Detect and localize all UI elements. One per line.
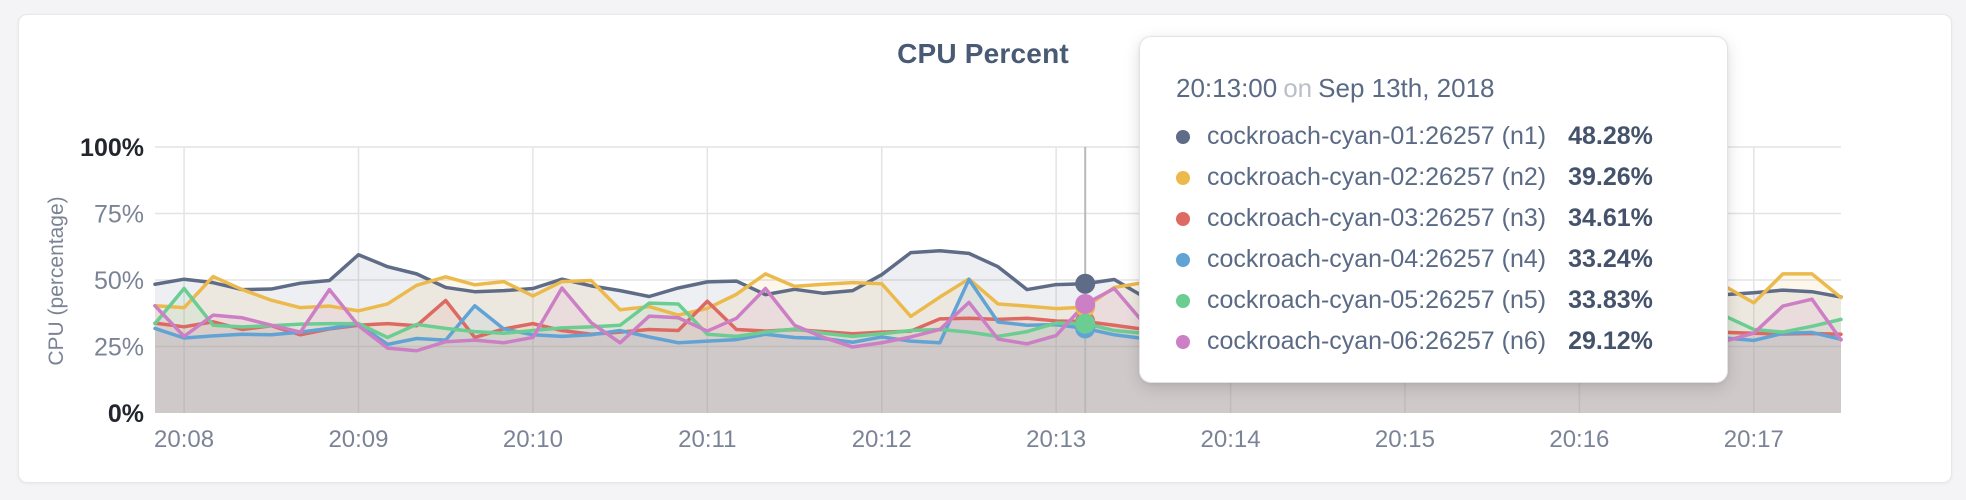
tooltip-row: cockroach-cyan-06:26257 (n6) 29.12%	[1176, 321, 1687, 362]
tooltip-timestamp: 20:13:00 on Sep 13th, 2018	[1176, 73, 1687, 104]
x-tick-label: 20:15	[1375, 426, 1435, 453]
series-value: 33.24%	[1568, 245, 1653, 273]
series-label: cockroach-cyan-06:26257 (n6)	[1207, 327, 1547, 355]
y-tick-label: 0%	[108, 400, 144, 428]
y-tick-label: 75%	[94, 201, 144, 229]
series-dot-icon	[1176, 293, 1190, 308]
chart-title: CPU Percent	[897, 38, 1069, 69]
x-tick-label: 20:09	[328, 426, 388, 453]
series-dot-icon	[1176, 252, 1190, 267]
y-tick-label: 25%	[94, 334, 144, 362]
series-dot-icon	[1176, 334, 1190, 349]
y-tick-label: 100%	[80, 134, 144, 162]
tooltip-row: cockroach-cyan-05:26257 (n5) 33.83%	[1176, 280, 1687, 321]
series-value: 34.61%	[1568, 204, 1653, 232]
hover-tooltip: 20:13:00 on Sep 13th, 2018 cockroach-cyan-…	[1139, 36, 1728, 383]
tooltip-row: cockroach-cyan-03:26257 (n3) 34.61%	[1176, 198, 1687, 239]
x-tick-label: 20:16	[1549, 426, 1609, 453]
hover-dot-n1	[1075, 273, 1096, 294]
tooltip-row: cockroach-cyan-02:26257 (n2) 39.26%	[1176, 157, 1687, 198]
x-tick-label: 20:08	[154, 426, 214, 453]
tooltip-connector: on	[1283, 73, 1313, 103]
series-label: cockroach-cyan-04:26257 (n4)	[1207, 245, 1547, 273]
x-tick-label: 20:14	[1201, 426, 1261, 453]
series-dot-icon	[1176, 129, 1190, 144]
x-tick-label: 20:10	[503, 426, 563, 453]
tooltip-date: Sep 13th, 2018	[1318, 73, 1495, 103]
x-tick-label: 20:17	[1724, 426, 1784, 453]
tooltip-row: cockroach-cyan-04:26257 (n4) 33.24%	[1176, 239, 1687, 280]
tooltip-row: cockroach-cyan-01:26257 (n1) 48.28%	[1176, 116, 1687, 157]
tooltip-time: 20:13:00	[1176, 73, 1278, 103]
series-value: 39.26%	[1568, 163, 1653, 191]
x-tick-label: 20:11	[678, 426, 736, 453]
series-label: cockroach-cyan-02:26257 (n2)	[1207, 163, 1547, 191]
hover-dot-n5	[1075, 313, 1096, 334]
series-dot-icon	[1176, 170, 1190, 185]
y-tick-label: 50%	[94, 267, 144, 295]
series-value: 33.83%	[1568, 286, 1653, 314]
series-label: cockroach-cyan-03:26257 (n3)	[1207, 204, 1547, 232]
series-value: 48.28%	[1568, 122, 1653, 150]
x-tick-label: 20:13	[1026, 426, 1086, 453]
series-label: cockroach-cyan-01:26257 (n1)	[1207, 122, 1547, 150]
series-value: 29.12%	[1568, 327, 1653, 355]
series-label: cockroach-cyan-05:26257 (n5)	[1207, 286, 1547, 314]
hover-dot-n6	[1075, 293, 1096, 314]
series-dot-icon	[1176, 211, 1190, 226]
x-tick-label: 20:12	[852, 426, 912, 453]
